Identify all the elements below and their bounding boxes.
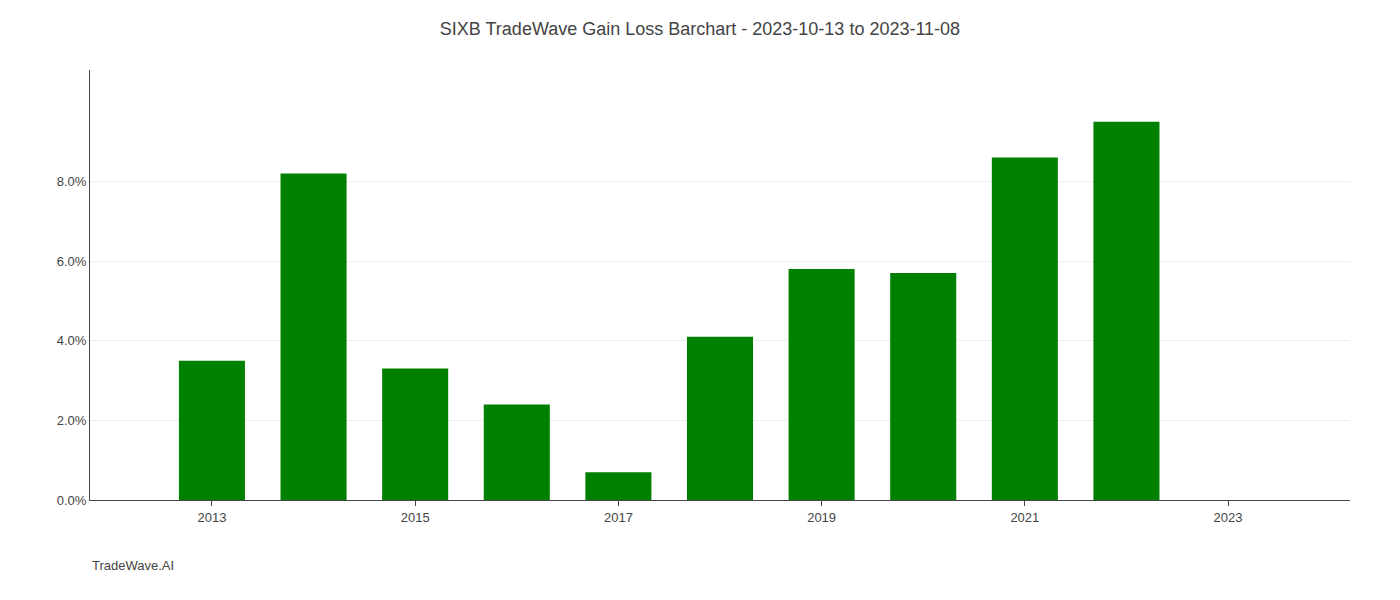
svg-text:SIXB TradeWave Gain Loss Barch: SIXB TradeWave Gain Loss Barchart - 2023… <box>440 19 960 39</box>
svg-text:0.0%: 0.0% <box>57 493 87 508</box>
svg-text:TradeWave.AI: TradeWave.AI <box>92 558 174 573</box>
svg-text:4.0%: 4.0% <box>57 333 87 348</box>
svg-text:8.0%: 8.0% <box>57 174 87 189</box>
svg-text:2017: 2017 <box>604 510 633 525</box>
svg-text:6.0%: 6.0% <box>57 254 87 269</box>
svg-text:2013: 2013 <box>197 510 226 525</box>
svg-text:2021: 2021 <box>1010 510 1039 525</box>
svg-text:2023: 2023 <box>1214 510 1243 525</box>
svg-text:2015: 2015 <box>401 510 430 525</box>
svg-text:2.0%: 2.0% <box>57 413 87 428</box>
svg-text:2019: 2019 <box>807 510 836 525</box>
